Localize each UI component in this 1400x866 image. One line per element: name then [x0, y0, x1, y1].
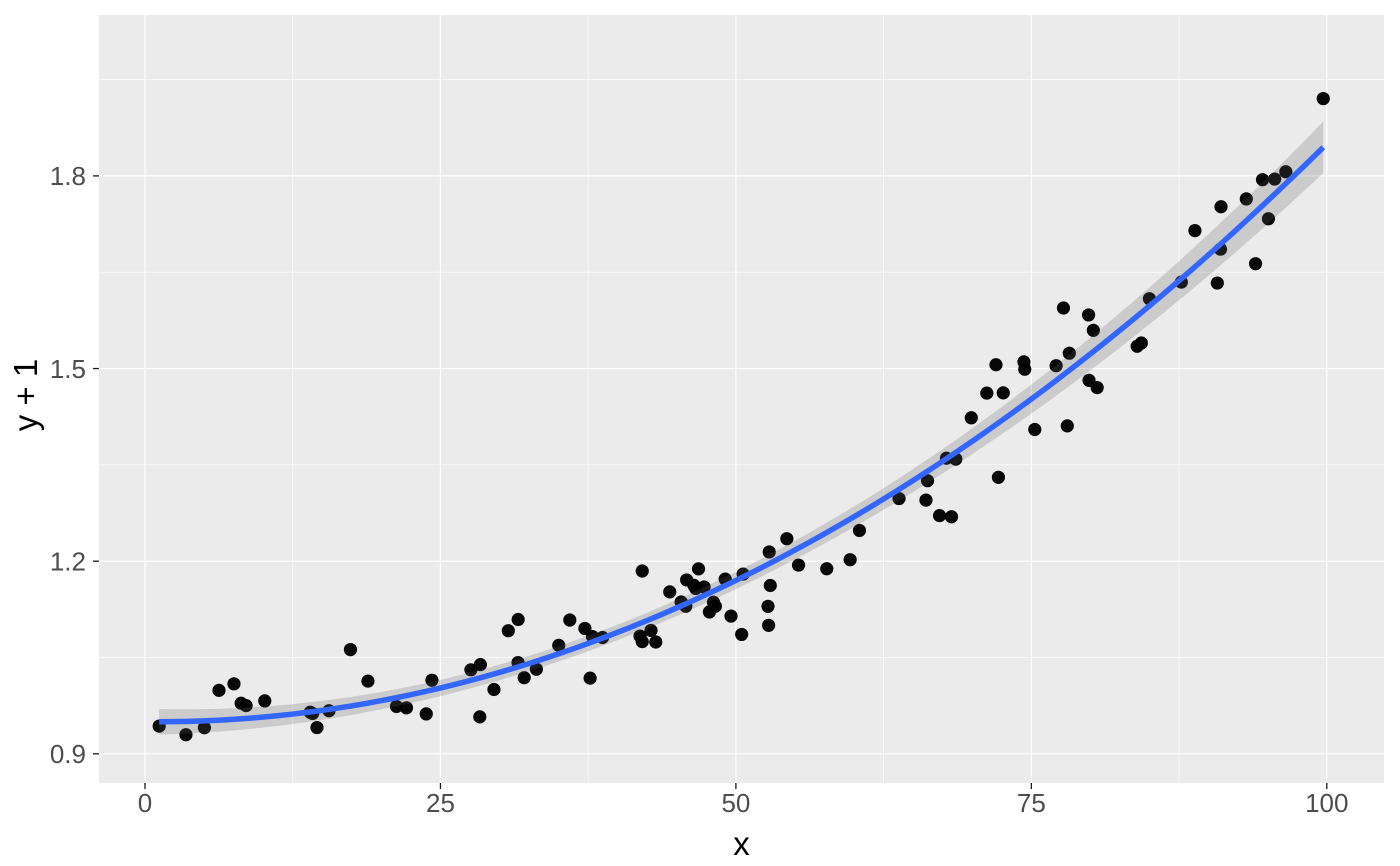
svg-text:1.2: 1.2: [50, 546, 86, 576]
svg-text:y + 1: y + 1: [7, 359, 44, 431]
svg-text:25: 25: [426, 788, 455, 818]
svg-text:1.8: 1.8: [50, 161, 86, 191]
svg-text:100: 100: [1305, 788, 1348, 818]
svg-text:x: x: [733, 825, 750, 862]
svg-text:1.5: 1.5: [50, 354, 86, 384]
svg-text:50: 50: [721, 788, 750, 818]
svg-text:0.9: 0.9: [50, 739, 86, 769]
svg-text:0: 0: [138, 788, 152, 818]
svg-text:75: 75: [1017, 788, 1046, 818]
